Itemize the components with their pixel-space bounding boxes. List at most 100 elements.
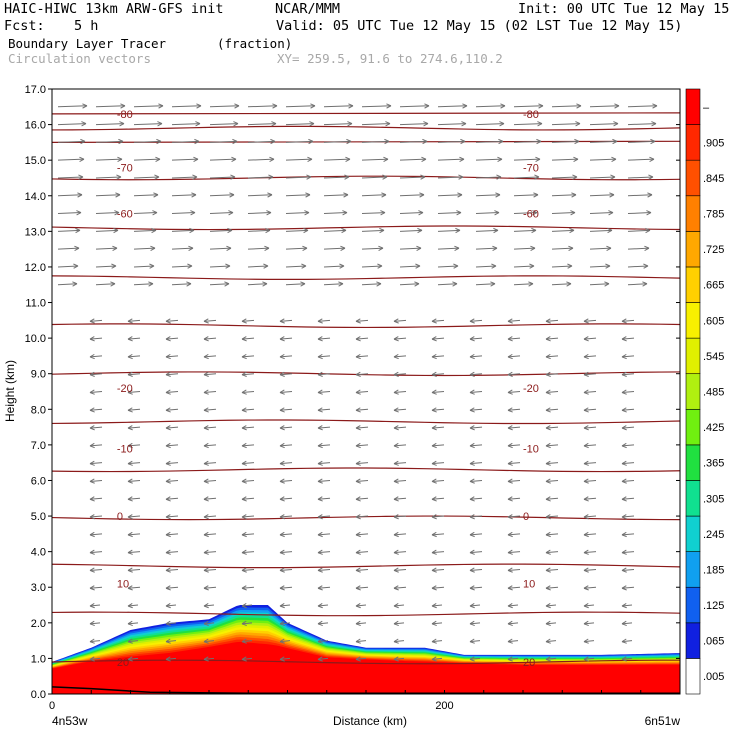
wind-vector [95,192,121,198]
wind-vector [285,227,309,234]
wind-vector [95,174,122,180]
wind-vector [317,407,331,413]
wind-vector [399,174,426,180]
wind-vector [317,602,329,609]
wind-vector [203,602,215,609]
x-left-endpoint-label: 4n53w [52,714,88,728]
wind-vector [583,407,597,413]
wind-vector [247,210,272,216]
wind-vector [355,389,369,395]
wind-vector [323,263,345,269]
y-axis: 0.0 1.0 2.0 3.0 4.0 5.0 6.0 7.0 8.0 9.0 10.0 11.0 12… [25,84,680,701]
wind-vector [355,620,367,627]
wind-vector [437,227,461,234]
colorbar-label: .905 [703,137,724,149]
wind-vector [133,281,154,287]
wind-vector [241,496,255,502]
wind-vector [589,192,615,198]
wind-vector [285,192,311,198]
wind-vector [241,460,255,466]
wind-vector [165,567,179,573]
wind-vector [545,602,557,609]
wind-vector [475,263,497,269]
org-label: NCAR/MMM [275,1,341,17]
wind-vector [323,245,346,251]
wind-vector [203,585,217,591]
wind-vector [475,245,498,251]
wind-vector [393,442,407,449]
wind-vector [247,263,269,269]
wind-vector [507,496,521,502]
wind-vector [621,531,635,538]
wind-vector [513,245,536,251]
colorbar-swatch [685,337,701,375]
isotherm-line [52,175,680,181]
wind-vector [89,656,101,662]
wind-vector [241,407,255,413]
wind-vector [393,656,405,662]
wind-vector [285,245,308,251]
wind-vector [431,585,445,591]
wind-vector [621,585,635,591]
wind-vector [551,138,580,145]
wind-vector [127,567,141,573]
wind-vector [89,531,103,538]
wind-vector [583,514,597,520]
wind-vector [127,514,141,520]
wind-vector [355,371,369,377]
wind-vector [399,210,424,216]
wind-vector [627,210,652,216]
wind-vector [171,227,195,234]
wind-vector [431,638,443,644]
wind-vector [133,210,158,216]
y-tick-label: 6.0 [31,475,46,487]
wind-vector [279,425,293,431]
wind-vector [89,549,103,555]
wind-vector [165,531,179,538]
wind-vector [279,442,293,449]
wind-vector [399,263,421,269]
wind-vector [171,121,201,127]
wind-vector [431,531,445,538]
contour-label: -60 [117,209,133,221]
wind-vector [127,638,139,644]
wind-vector [165,442,179,449]
wind-vector [621,389,635,395]
wind-vector [507,638,519,644]
wind-vector [361,138,390,145]
wind-vector [203,567,217,573]
y-tick-label: 0.0 [31,689,46,701]
wind-vector [241,371,255,377]
wind-vector [279,602,291,609]
overlay-name: Circulation vectors [8,51,151,66]
field-name: Boundary Layer Tracer [8,36,167,51]
wind-vector [247,192,273,198]
temperature-contours [52,112,680,665]
wind-vector [203,353,217,360]
wind-vector [507,425,521,431]
wind-vector [583,549,597,555]
colorbar-label: .065 [703,636,724,648]
wind-vector [513,156,541,162]
y-tick-label: 5.0 [31,511,46,523]
wind-vector [355,567,369,573]
wind-vector [95,227,119,234]
colorbar-label: .245 [703,529,724,541]
wind-vector [437,210,462,216]
wind-vector [545,514,559,520]
colorbar-swatch [685,658,701,695]
wind-vector [203,549,217,555]
wind-vector [513,210,538,216]
wind-vector [89,496,103,502]
wind-vector [279,531,293,538]
wind-vector [393,620,405,627]
contour-label: 10 [523,579,535,591]
wind-vector [133,174,160,180]
wind-vector [127,620,139,627]
wind-vector [507,336,521,342]
wind-vector [209,121,239,127]
wind-vector [393,336,407,342]
wind-vector [279,567,293,573]
wind-vector [437,281,458,287]
colorbar-swatch [685,159,701,197]
